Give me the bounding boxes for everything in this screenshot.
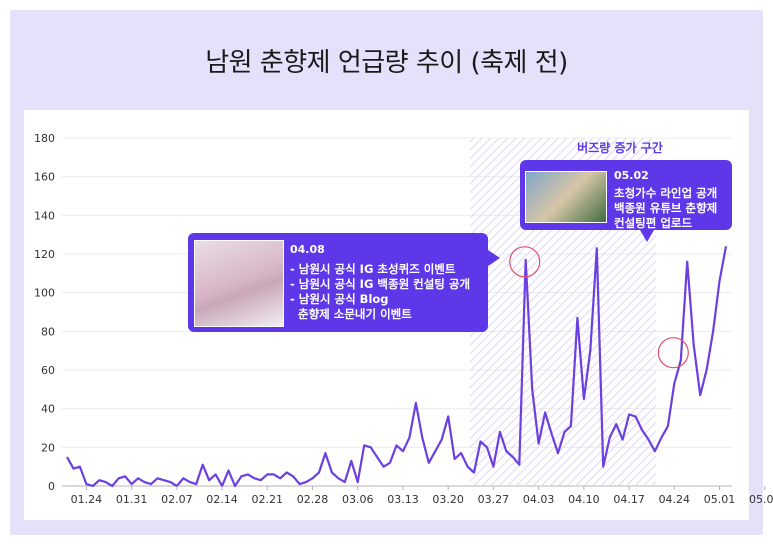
callout-line: 초청가수 라인업 공개 <box>614 186 718 200</box>
callout-date: 04.08 <box>290 243 325 256</box>
x-tick-label: 05.08 <box>749 493 773 506</box>
callout-line: 백종원 유튜브 춘향제 <box>614 201 718 215</box>
y-tick-label: 140 <box>34 209 55 222</box>
event-thumbnail-image <box>194 240 284 327</box>
y-tick-label: 0 <box>48 480 55 493</box>
x-tick-label: 04.17 <box>613 493 645 506</box>
x-tick-label: 05.01 <box>704 493 736 506</box>
x-tick-label: 03.27 <box>478 493 510 506</box>
callout-0408: 04.08 - 남원시 공식 IG 초성퀴즈 이벤트 - 남원시 공식 IG 백… <box>188 233 488 332</box>
y-tick-label: 80 <box>41 325 55 338</box>
x-tick-label: 01.24 <box>71 493 103 506</box>
youtube-thumbnail-image <box>525 171 607 223</box>
y-tick-label: 40 <box>41 403 55 416</box>
x-tick-label: 02.28 <box>297 493 329 506</box>
y-tick-label: 120 <box>34 248 55 261</box>
y-tick-label: 180 <box>34 132 55 145</box>
x-tick-label: 03.20 <box>432 493 464 506</box>
chart-title: 남원 춘향제 언급량 추이 (축제 전) <box>205 48 568 78</box>
callout-pointer <box>640 230 654 242</box>
y-tick-label: 60 <box>41 364 55 377</box>
x-tick-label: 02.14 <box>206 493 238 506</box>
callout-line: - 남원시 공식 IG 백종원 컨설팅 공개 <box>290 277 471 291</box>
x-tick-label: 03.06 <box>342 493 374 506</box>
annotation-marker <box>657 337 689 369</box>
y-tick-label: 20 <box>41 441 55 454</box>
callout-line: 춘향제 소문내기 이벤트 <box>290 307 412 321</box>
y-tick-label: 160 <box>34 171 55 184</box>
y-tick-label: 100 <box>34 287 55 300</box>
callout-0502: 05.02 초청가수 라인업 공개 백종원 유튜브 춘향제 컨설팅편 업로드 <box>520 160 732 230</box>
x-tick-label: 01.31 <box>116 493 148 506</box>
x-tick-label: 03.13 <box>387 493 419 506</box>
callout-pointer <box>488 250 500 266</box>
callout-date: 05.02 <box>614 169 649 182</box>
callout-line: - 남원시 공식 IG 초성퀴즈 이벤트 <box>290 262 456 276</box>
callout-line: - 남원시 공식 Blog <box>290 292 389 306</box>
x-tick-label: 02.21 <box>252 493 284 506</box>
x-tick-label: 04.24 <box>659 493 691 506</box>
x-tick-label: 02.07 <box>161 493 193 506</box>
callout-line: 컨설팅편 업로드 <box>614 216 693 230</box>
x-tick-label: 04.03 <box>523 493 555 506</box>
annotation-marker <box>509 246 541 278</box>
highlight-region-label: 버즈량 증가 구간 <box>577 140 663 155</box>
x-tick-label: 04.10 <box>568 493 600 506</box>
